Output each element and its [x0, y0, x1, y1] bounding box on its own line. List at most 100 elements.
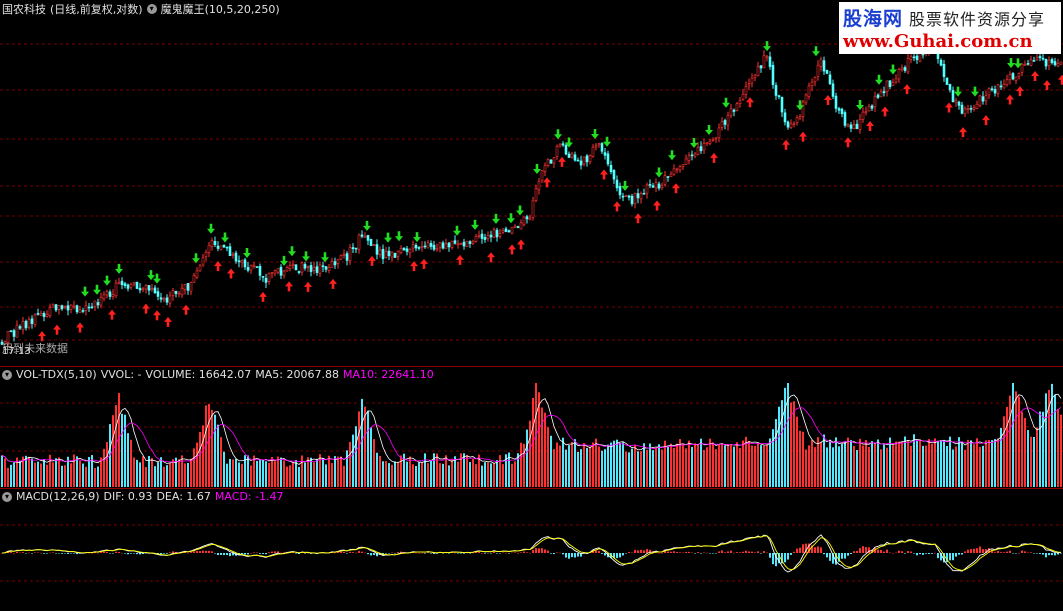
volume-bar — [277, 457, 279, 487]
indicator-menu-icon[interactable]: ▾ — [147, 4, 157, 14]
macd-histogram-bar — [523, 552, 525, 553]
price-chart[interactable] — [0, 0, 1063, 366]
volume-bar — [670, 444, 672, 487]
candle-body — [28, 320, 30, 327]
candle-body — [211, 241, 213, 247]
candle-body — [343, 254, 345, 255]
volume-bar — [145, 467, 147, 487]
macd-histogram-bar — [505, 553, 507, 554]
candle-body — [223, 245, 225, 247]
macd-chart[interactable] — [0, 489, 1063, 611]
candle-body — [1024, 64, 1026, 65]
sell-arrow-icon — [413, 232, 421, 242]
volume-bar — [994, 439, 996, 487]
volume-bar — [655, 448, 657, 487]
candle-body — [52, 305, 54, 307]
candle-body — [850, 125, 852, 129]
candle-body — [889, 81, 891, 87]
macd-histogram-bar — [769, 553, 771, 558]
candle-body — [517, 227, 519, 228]
candle-body — [112, 294, 114, 296]
candle-body — [322, 266, 324, 267]
candle-body — [427, 243, 429, 248]
macd-histogram-bar — [772, 553, 774, 564]
macd-histogram-bar — [634, 550, 636, 553]
candle-body — [901, 68, 903, 70]
candle-body — [10, 331, 12, 332]
macd-panel[interactable]: ▾ MACD(12,26,9) DIF: 0.93 DEA: 1.67 MACD… — [0, 488, 1063, 611]
candle-body — [178, 293, 180, 294]
volume-bar — [313, 462, 315, 487]
macd-histogram-bar — [694, 553, 696, 554]
candle-body — [880, 92, 882, 97]
volume-chart[interactable] — [0, 367, 1063, 489]
volume-bar — [418, 463, 420, 487]
candle-body — [781, 97, 783, 112]
macd-menu-icon[interactable]: ▾ — [2, 492, 12, 502]
macd-histogram-bar — [631, 553, 633, 554]
volume-bar — [199, 432, 201, 487]
macd-histogram-bar — [277, 551, 279, 553]
volume-bar — [385, 461, 387, 487]
volume-bar — [352, 435, 354, 487]
volume-bar — [784, 388, 786, 487]
candle-body — [319, 265, 321, 273]
volume-panel[interactable]: ▾ VOL-TDX(5,10) VVOL: - VOLUME: 16642.07… — [0, 366, 1063, 489]
volume-bar — [712, 442, 714, 487]
candle-body — [535, 188, 537, 200]
macd-histogram-bar — [211, 551, 213, 553]
buy-arrow-icon — [368, 256, 376, 266]
volume-bar — [559, 446, 561, 487]
candle-body — [604, 153, 606, 156]
volume-bar — [43, 459, 45, 487]
volume-bar — [763, 446, 765, 487]
buy-arrow-icon — [487, 252, 495, 262]
macd-histogram-bar — [901, 551, 903, 553]
macd-histogram-bar — [484, 553, 486, 554]
candle-body — [397, 251, 399, 256]
volume-bar — [826, 447, 828, 487]
buy-arrow-icon — [420, 259, 428, 269]
volume-menu-icon[interactable]: ▾ — [2, 370, 12, 380]
buy-arrow-icon — [824, 95, 832, 105]
volume-bar — [997, 439, 999, 487]
volume-bar — [394, 461, 396, 487]
price-panel[interactable]: 国农科技 (日线,前复权,对数) ▾ 魔鬼魔王(10,5,20,250) 用到未… — [0, 0, 1063, 366]
volume-bar — [646, 450, 648, 487]
volume-bar — [259, 460, 261, 487]
volume-bar — [280, 458, 282, 487]
volume-bar — [142, 456, 144, 487]
macd-histogram-bar — [334, 553, 336, 554]
macd-histogram-bar — [205, 551, 207, 553]
volume-bar — [511, 464, 513, 487]
volume-bar — [445, 455, 447, 487]
candle-body — [754, 75, 756, 77]
candle-body — [817, 65, 819, 76]
watermark-url: www.Guhai.com.cn — [839, 31, 1061, 52]
volume-bar — [847, 438, 849, 487]
volume-bar — [247, 455, 249, 487]
macd-histogram-bar — [913, 553, 915, 554]
candle-body — [415, 245, 417, 248]
volume-bar — [823, 435, 825, 487]
volume-bar — [499, 455, 501, 487]
candle-body — [973, 108, 975, 110]
macd-histogram-bar — [763, 551, 765, 553]
candle-body — [667, 176, 669, 177]
macd-histogram-bar — [1009, 551, 1011, 553]
low-price-mark: 17.13 — [2, 346, 31, 357]
ma5-value: MA5: 20067.88 — [255, 368, 339, 381]
macd-histogram-bar — [55, 553, 57, 554]
volume-bar — [868, 447, 870, 487]
macd-histogram-bar — [361, 552, 363, 553]
buy-arrow-icon — [285, 281, 293, 291]
volume-bar — [391, 465, 393, 487]
candle-body — [1033, 60, 1035, 61]
candle-body — [943, 64, 945, 76]
sell-arrow-icon — [453, 226, 461, 236]
macd-histogram-bar — [616, 553, 618, 558]
candle-body — [574, 155, 576, 160]
volume-bar — [850, 440, 852, 487]
macd-histogram-bar — [304, 553, 306, 554]
candle-body — [409, 249, 411, 253]
